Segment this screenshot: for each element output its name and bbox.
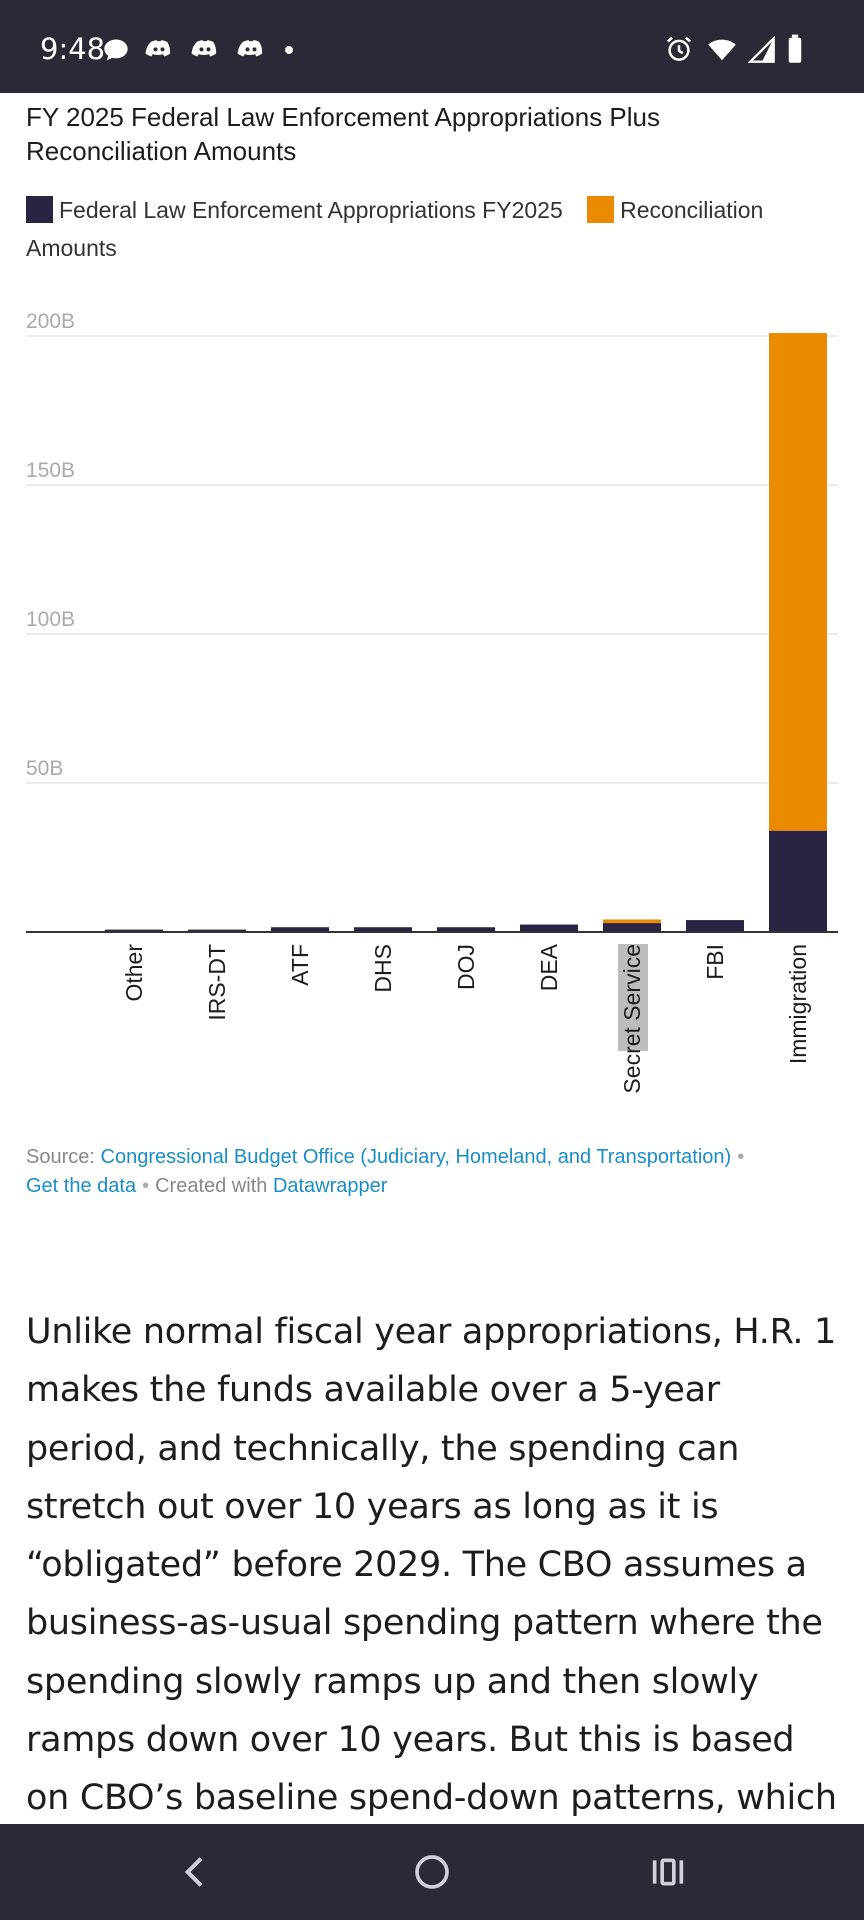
legend-item-reconciliation: Reconciliation Amounts <box>26 196 764 261</box>
get-data-link[interactable]: Get the data <box>26 1175 137 1197</box>
bar-immigration-appropriations <box>769 830 827 932</box>
source-link[interactable]: Congressional Budget Office (Judiciary, … <box>100 1146 732 1168</box>
bar-dea-appropriations <box>520 924 578 932</box>
y-tick-label: 50B <box>26 757 63 780</box>
bar-doj-appropriations <box>437 927 495 932</box>
x-tick-label: DOJ <box>453 944 479 990</box>
legend-swatch-appropriations <box>26 196 53 223</box>
x-tick-label: IRS-DT <box>204 944 230 1021</box>
battery-icon <box>788 34 802 63</box>
x-tick-label: FBI <box>702 944 728 980</box>
source-separator-2: • <box>142 1175 150 1197</box>
x-tick-label: Immigration <box>785 944 811 1064</box>
created-with-text: Created with <box>155 1175 268 1197</box>
alarm-icon <box>666 36 692 61</box>
legend-label-reconciliation: Reconciliation Amounts <box>26 197 764 261</box>
bar-fbi-appropriations <box>686 920 744 932</box>
x-tick-label: DHS <box>370 944 396 993</box>
legend-label-appropriations: Federal Law Enforcement Appropriations F… <box>59 197 563 223</box>
home-icon[interactable] <box>412 1852 452 1892</box>
y-tick-label: 200B <box>26 310 75 333</box>
source-prefix: Source: <box>26 1146 95 1168</box>
y-tick-label: 100B <box>26 608 75 631</box>
system-icons <box>664 34 864 66</box>
legend-swatch-reconciliation <box>587 196 615 223</box>
article-paragraph: Unlike normal fiscal year appropriations… <box>26 1312 837 1877</box>
discord-icon <box>191 40 217 57</box>
discord-icon <box>145 40 171 57</box>
bar-secret-service-appropriations <box>603 923 661 932</box>
legend-item-appropriations: Federal Law Enforcement Appropriations F… <box>26 196 563 223</box>
y-tick-label: 150B <box>26 459 75 482</box>
x-tick-label: ATF <box>287 944 313 986</box>
bar-dhs-appropriations <box>354 927 412 932</box>
wifi-icon <box>708 39 736 61</box>
source-separator: • <box>737 1146 745 1168</box>
datawrapper-link[interactable]: Datawrapper <box>272 1175 388 1197</box>
signal-icon <box>748 36 775 63</box>
status-time: 9:48 <box>40 32 106 66</box>
x-tick-label: Secret Service <box>619 944 645 1094</box>
label-highlight <box>618 944 648 1051</box>
stacked-bar-chart: 50B 100B 150B 200B Other IRS-DT ATF DHS DOJ DEA Se… <box>26 310 838 1094</box>
bar-other-appropriations <box>105 929 163 932</box>
back-icon[interactable] <box>176 1852 216 1892</box>
recents-icon[interactable] <box>648 1852 688 1892</box>
status-bar: 9:48 <box>0 0 864 93</box>
bar-irs-dt-appropriations <box>188 929 246 932</box>
chart-title: FY 2025 Federal Law Enforcement Appropri… <box>26 102 660 166</box>
notification-dot-icon <box>285 46 293 54</box>
x-tick-label: DEA <box>536 943 562 991</box>
chart-legend: Federal Law Enforcement Appropriations F… <box>26 191 846 267</box>
navigation-bar <box>0 1824 864 1920</box>
bar-atf-appropriations <box>271 927 329 932</box>
chart-source: Source: Congressional Budget Office (Jud… <box>26 1143 846 1201</box>
discord-icon <box>237 40 263 57</box>
bar-secret-service-reconciliation <box>603 919 661 924</box>
bar-immigration-reconciliation <box>769 333 827 831</box>
x-tick-label: Other <box>121 944 147 1002</box>
chat-bubble-icon <box>104 39 128 61</box>
